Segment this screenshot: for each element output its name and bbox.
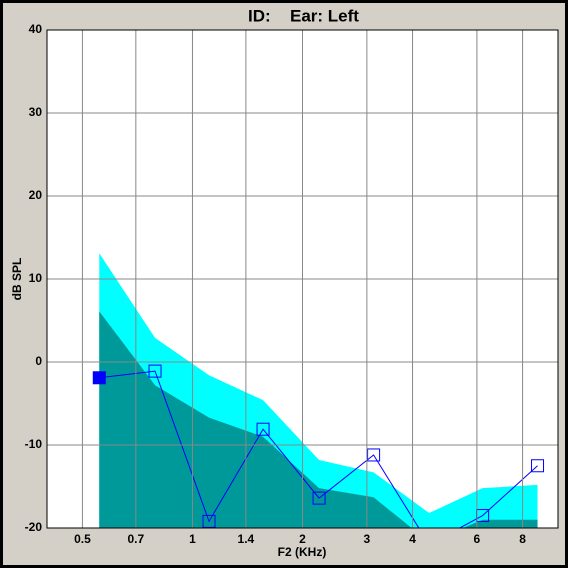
y-tick-label: 30 <box>29 105 43 119</box>
x-tick-label: 1.4 <box>238 532 255 546</box>
x-tick-label: 2 <box>299 532 306 546</box>
y-tick-label: -10 <box>25 437 43 451</box>
x-tick-label: 1 <box>189 532 196 546</box>
title-id: ID: <box>248 6 271 25</box>
response-point <box>312 491 326 505</box>
x-axis-label: F2 (KHz) <box>278 545 327 559</box>
band-area <box>99 311 538 528</box>
x-tick-label: 3 <box>364 532 371 546</box>
x-tick-label: 8 <box>519 532 526 546</box>
response-line <box>99 370 538 528</box>
plot-border <box>46 29 559 529</box>
response-point <box>256 422 270 436</box>
x-tick-label: 0.5 <box>74 532 91 546</box>
x-tick-label: 0.7 <box>127 532 144 546</box>
y-tick-label: 40 <box>29 22 43 36</box>
y-tick-label: 20 <box>29 188 43 202</box>
x-tick-label: 6 <box>474 532 481 546</box>
y-tick-label: 10 <box>29 271 43 285</box>
response-point <box>531 459 545 473</box>
x-tick-label: 4 <box>409 532 416 546</box>
y-tick-label: -20 <box>25 520 43 534</box>
y-axis-label: dB SPL <box>10 258 24 301</box>
plot-layer <box>92 253 545 528</box>
tick-layer: -20 -10 0 10 20 30 40 0.5 0.7 1 1.4 2 3 4 6 8 <box>25 22 559 546</box>
response-point <box>202 514 216 528</box>
response-point <box>92 371 106 385</box>
response-point <box>367 448 381 462</box>
response-point <box>148 364 162 378</box>
title-ear: Ear: Left <box>290 6 359 25</box>
y-tick-label: 0 <box>35 354 42 368</box>
